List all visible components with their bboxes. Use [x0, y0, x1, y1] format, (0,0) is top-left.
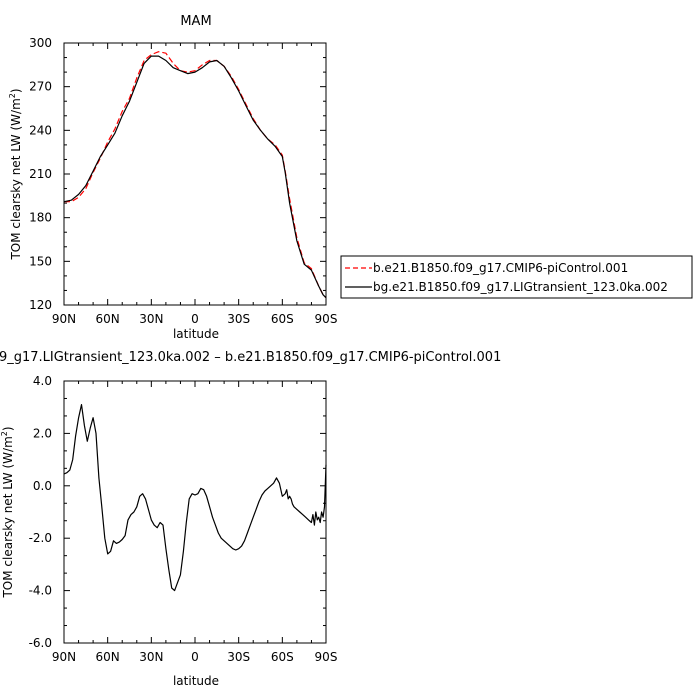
y-tick-label: 300 [29, 36, 52, 50]
x-tick-label: 0 [191, 312, 199, 326]
legend-box [340, 255, 693, 299]
y-tick-label: 120 [29, 298, 52, 312]
bottom-panel: bg.e21.B1850.f09_g17.LIGtransient_123.0k… [0, 350, 501, 688]
x-tick-label: 30S [227, 650, 250, 664]
x-tick-label: 60S [271, 312, 294, 326]
plot-frame [63, 380, 327, 644]
difference-title: bg.e21.B1850.f09_g17.LIGtransient_123.0k… [0, 350, 501, 365]
y-tick-label: 210 [29, 167, 52, 181]
y-axis-label: TOM clearsky net LW (W/m2) [0, 426, 15, 598]
x-axis-label: latitude [173, 674, 219, 688]
chart-title: MAM [180, 14, 211, 29]
top-panel: MAM 90N 60N 30N 0 30S 60S 90S 120 150 180 210 240 27… [8, 14, 337, 341]
x-tick-label: 0 [191, 650, 199, 664]
y-tick-label: -4.0 [29, 584, 52, 598]
x-tick-label: 30N [139, 650, 163, 664]
x-tick-label: 90S [315, 312, 338, 326]
legend: b.e21.B1850.f09_g17.CMIP6-piControl.001 … [340, 255, 693, 299]
y-axis-label: TOM clearsky net LW (W/m2) [8, 88, 23, 260]
y-tick-label: 4.0 [33, 374, 52, 388]
series-line-diff-0 [63, 404, 327, 592]
x-tick-label: 60N [96, 312, 120, 326]
x-tick-label: 60S [271, 650, 294, 664]
y-tick-label: 180 [29, 211, 52, 225]
x-axis-label: latitude [173, 327, 219, 341]
x-tick-label: 90N [52, 312, 76, 326]
y-tick-label: 0.0 [33, 479, 52, 493]
x-tick-label: 30N [139, 312, 163, 326]
y-tick-label: 240 [29, 123, 52, 137]
plot-frame [63, 42, 327, 306]
y-tick-label: 270 [29, 80, 52, 94]
x-tick-label: 90S [315, 650, 338, 664]
y-tick-label: -2.0 [29, 531, 52, 545]
legend-entry-piControl: b.e21.B1850.f09_g17.CMIP6-piControl.001 [373, 261, 628, 275]
legend-entry-LIGtransient: bg.e21.B1850.f09_g17.LIGtransient_123.0k… [373, 280, 668, 294]
y-tick-label: 2.0 [33, 426, 52, 440]
series-line-top-1 [63, 55, 327, 299]
y-tick-label: -6.0 [29, 636, 52, 650]
x-tick-label: 90N [52, 650, 76, 664]
x-tick-label: 60N [96, 650, 120, 664]
x-tick-label: 30S [227, 312, 250, 326]
y-tick-label: 150 [29, 254, 52, 268]
series-line-top-0 [64, 51, 327, 299]
